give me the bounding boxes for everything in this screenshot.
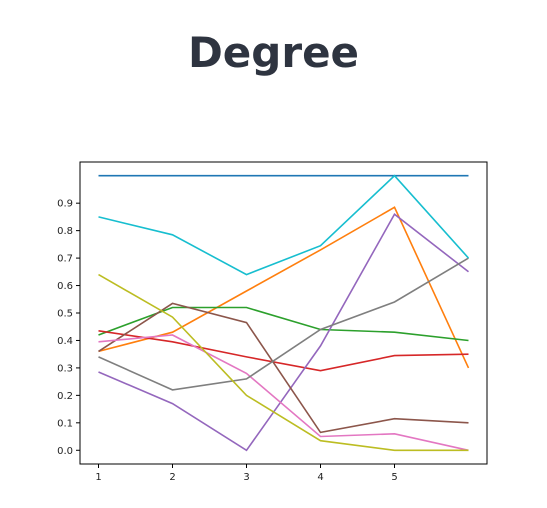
x-tick-label: 2 [169,472,175,483]
y-tick-label: 0.1 [57,418,73,429]
series-line-5 [99,214,469,450]
series-line-8 [99,258,469,390]
y-tick-label: 0.3 [57,363,73,374]
y-tick-label: 0.5 [57,309,73,320]
x-tick-label: 5 [391,472,397,483]
y-tick-label: 0.4 [57,336,73,347]
x-tick-label: 3 [243,472,249,483]
x-tick-label: 1 [95,472,101,483]
y-tick-label: 0.0 [57,446,73,457]
y-tick-label: 0.6 [57,281,73,292]
y-tick-label: 0.9 [57,199,73,210]
y-tick-label: 0.2 [57,391,73,402]
series-line-2 [99,207,469,368]
series-line-7 [99,335,469,450]
series-lines [99,176,469,451]
series-line-9 [99,275,469,451]
y-tick-label: 0.7 [57,254,73,265]
series-line-3 [99,308,469,341]
y-tick-label: 0.8 [57,226,73,237]
x-tick-label: 4 [317,472,323,483]
series-line-10 [99,176,469,275]
series-line-6 [99,303,469,432]
